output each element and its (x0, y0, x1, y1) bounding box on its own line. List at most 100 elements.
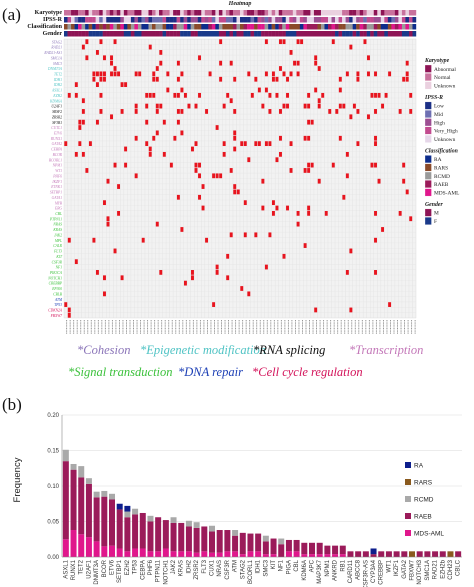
mutation-cell (81, 98, 85, 104)
mutation-cell (233, 146, 237, 152)
annotation-cell (144, 31, 149, 37)
annotation-cell (310, 31, 315, 37)
annotation-cell (218, 24, 223, 30)
annotation-cell (317, 10, 322, 16)
mutation-cell (307, 135, 311, 141)
annotation-cell (303, 10, 308, 16)
mutation-cell (289, 71, 293, 77)
mutation-cell (243, 141, 247, 147)
annotation-cell (299, 17, 304, 23)
bar-segment (70, 469, 77, 531)
annotation-cell (232, 10, 237, 16)
annotation-cell (289, 17, 293, 23)
bar-chart-bars (62, 449, 462, 557)
annotation-cell (106, 24, 110, 30)
mutation-cell (103, 200, 106, 206)
annotation-cell (250, 17, 255, 23)
mutation-cell (254, 141, 258, 147)
annotation-cell (148, 31, 153, 37)
annotation-cell (275, 17, 279, 23)
mutation-cell (176, 194, 180, 200)
mutation-cell (81, 151, 85, 157)
annotation-cell (408, 31, 413, 37)
bar-segment (224, 530, 231, 552)
annotation-cell (366, 24, 371, 30)
annotation-cell (289, 24, 293, 30)
mutation-cell (331, 39, 335, 45)
annotation-cell (384, 24, 389, 30)
bar-segment (109, 545, 115, 557)
mutation-cell (194, 162, 198, 168)
mutation-cell (85, 55, 89, 61)
gene-label: STAG2 (52, 40, 62, 44)
x-tick-label: PIGA (286, 560, 292, 574)
heatmap-grid-lines (64, 39, 416, 318)
mutation-cell (398, 109, 402, 114)
annotation-cell (331, 31, 336, 37)
mutation-cell (328, 109, 332, 114)
annotation-cell (120, 17, 125, 23)
annotation-cell (335, 24, 339, 30)
annotation-cell (401, 31, 406, 37)
bar-segment (385, 551, 392, 557)
mutation-cell (67, 307, 71, 313)
mutation-cell (120, 82, 124, 87)
mutation-cell (229, 168, 233, 173)
gene-label: NRAS (52, 223, 62, 227)
pathway-categories: *Cohesion *Epigenetic modification*RNA sp… (68, 343, 423, 379)
mutation-cell (191, 146, 194, 152)
mutation-cell (271, 200, 275, 206)
bar-segment (316, 542, 323, 555)
mutation-cell (374, 270, 377, 275)
legend-label: RARS (414, 480, 433, 487)
mutation-cell (67, 237, 71, 243)
mutation-cell (356, 109, 360, 114)
gene-label: IKZF1 (51, 180, 62, 184)
mutation-cell (166, 87, 170, 93)
mutation-cell (117, 184, 121, 189)
mutation-cell (219, 60, 223, 66)
annotation-cell (412, 31, 417, 37)
mutation-cell (310, 119, 314, 125)
mutation-cell (138, 71, 142, 77)
annotation-cell (116, 17, 121, 23)
x-tick-label: IKZF1 (394, 559, 400, 576)
x-tick-label: RUNX1 (71, 559, 77, 580)
annotation-cell (285, 24, 290, 30)
x-tick-label: ABCC8 (356, 559, 362, 580)
annotation-cell (271, 10, 276, 16)
legend-label: M (434, 211, 439, 217)
mutation-cell (409, 92, 413, 98)
mutation-cell (99, 71, 103, 77)
legend-title: Karyotype (424, 58, 450, 64)
annotation-cell (349, 24, 353, 30)
x-tick-label: CSF3R (225, 559, 231, 579)
bar-segment (62, 461, 69, 540)
x-tick-label: WT1 (386, 559, 392, 572)
mutation-cell (317, 178, 321, 184)
annotation-cell (345, 24, 350, 30)
legend-label: Very_High (434, 129, 458, 135)
x-tick-label: ASXL1 (63, 559, 69, 578)
mutation-cell (88, 141, 92, 147)
category-label: *Signal transduction (68, 365, 173, 379)
annotation-cell (162, 24, 167, 30)
annotation-cell (306, 10, 311, 16)
mutation-cell (279, 135, 282, 141)
mutation-cell (296, 210, 300, 216)
mutation-cell (381, 103, 385, 109)
annotation-cell (113, 10, 117, 16)
x-tick-label: PHF6 (148, 559, 154, 575)
annotation-cell (109, 10, 114, 16)
mutation-cell (113, 39, 117, 45)
annotation-bars (64, 10, 417, 37)
annotation-cell (159, 17, 163, 23)
bar-segment (232, 535, 239, 552)
mutation-cell (338, 87, 342, 93)
annotation-cell (162, 31, 167, 37)
mutation-cell (173, 92, 177, 98)
annotation-cell (120, 10, 125, 16)
annotation-cell (278, 24, 283, 30)
mutation-cell (198, 194, 201, 200)
